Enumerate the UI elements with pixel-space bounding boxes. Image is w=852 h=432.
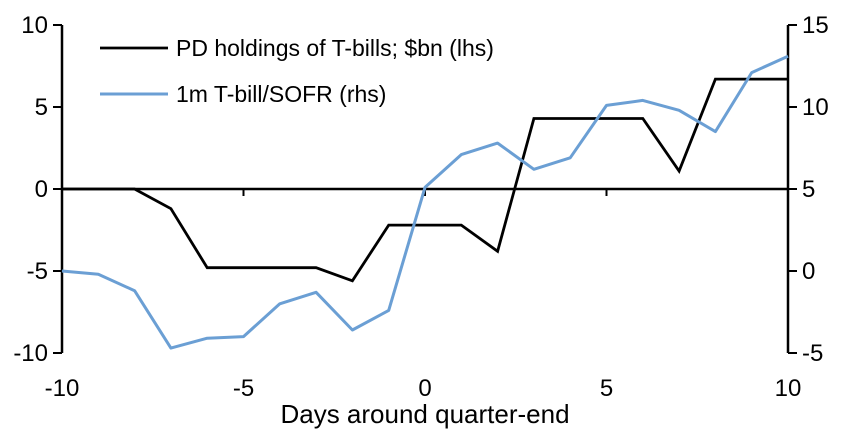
right-axis-tick-label: -5 [802, 340, 823, 367]
left-axis-tick-label: 5 [35, 94, 48, 121]
series-lines [61, 54, 789, 350]
x-axis-tick-label: -10 [45, 375, 80, 402]
right-axis-tick-label: 10 [802, 94, 829, 121]
left-axis-tick-label: -10 [13, 340, 48, 367]
legend: PD holdings of T-bills; $bn (lhs) 1m T-b… [100, 35, 494, 107]
left-axis-tick-label: 10 [21, 12, 48, 39]
x-axis-tick-label: 5 [600, 375, 613, 402]
x-axis-tick-label: 0 [418, 375, 431, 402]
legend-label-tbill-sofr: 1m T-bill/SOFR (rhs) [176, 81, 386, 107]
x-axis-title: Days around quarter-end [280, 399, 569, 429]
legend-label-pd-holdings: PD holdings of T-bills; $bn (lhs) [176, 35, 494, 61]
right-axis-tick-label: 5 [802, 176, 815, 203]
left-axis-tick-label: -5 [27, 258, 48, 285]
x-axis-tick-label: -5 [233, 375, 254, 402]
series-line-tbill-sofr [61, 54, 789, 350]
series-line-pd-holdings [62, 77, 788, 283]
x-axis-tick-label: 10 [775, 375, 802, 402]
right-axis-tick-label: 15 [802, 12, 829, 39]
left-axis-tick-label: 0 [35, 176, 48, 203]
right-axis-tick-label: 0 [802, 258, 815, 285]
axes: 10 5 0 -5 -10 15 10 5 0 -5 -10 -5 0 5 10 [13, 12, 828, 402]
